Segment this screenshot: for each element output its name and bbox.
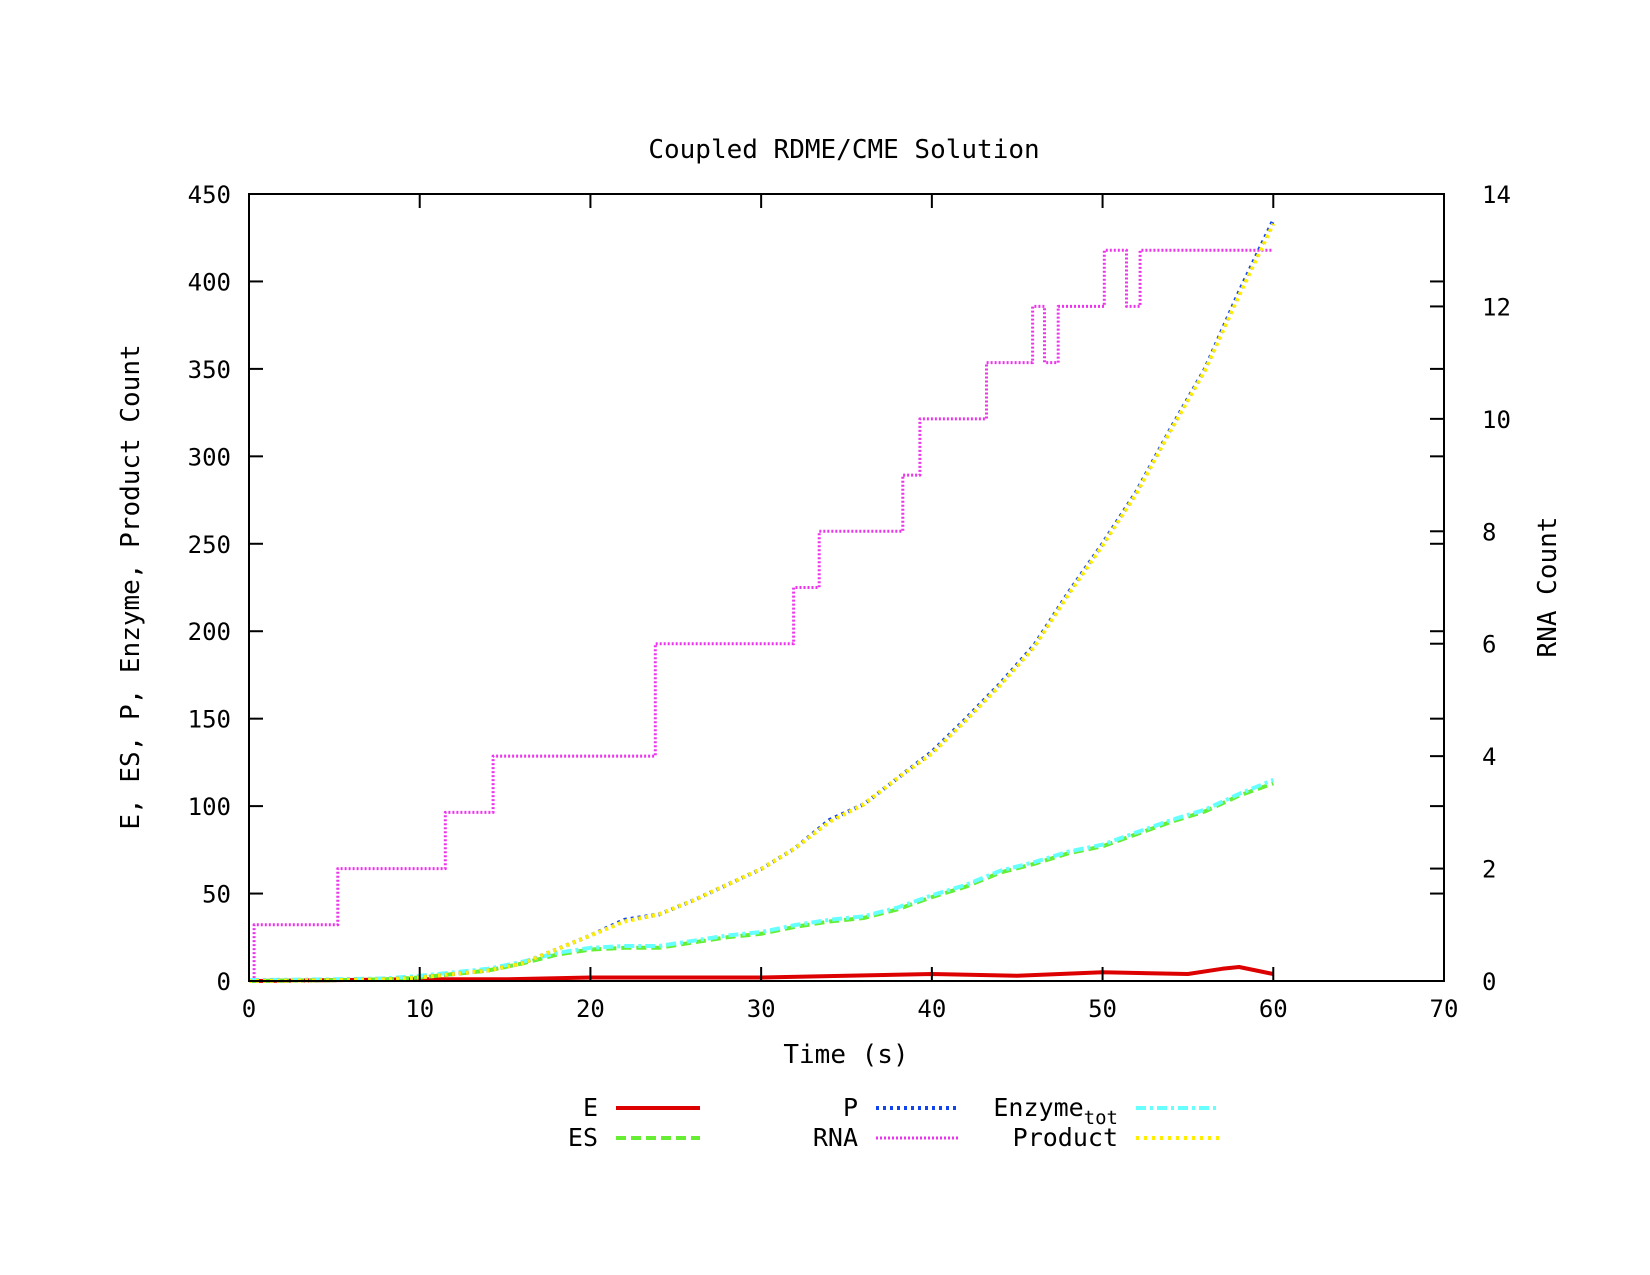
y2-tick-label: 0 — [1482, 968, 1496, 996]
series-line-enzyme-tot — [248, 778, 1275, 983]
x-tick-label: 20 — [576, 995, 605, 1023]
y2-tick-label: 2 — [1482, 856, 1496, 884]
chart-title: Coupled RDME/CME Solution — [648, 135, 1039, 165]
series-layer — [248, 219, 1276, 983]
y-tick-label: 400 — [188, 268, 231, 296]
series-line-e — [248, 965, 1274, 983]
legend: E ES P RNA Enzymetot Product — [568, 1093, 1220, 1152]
series-line-product — [248, 222, 1276, 983]
x-tick-label: 30 — [747, 995, 776, 1023]
y-tick-label: 450 — [188, 181, 231, 209]
y-tick-label: 200 — [188, 618, 231, 646]
legend-label-p: P — [843, 1093, 858, 1122]
y-tick-label: 350 — [188, 356, 231, 384]
y2-axis-label: RNA Count — [1533, 517, 1563, 658]
legend-label-es: ES — [568, 1123, 598, 1152]
x-tick-label: 50 — [1088, 995, 1117, 1023]
y2-tick-label: 8 — [1482, 518, 1496, 546]
x-axis-label: Time (s) — [783, 1040, 908, 1070]
y-tick-label: 150 — [188, 706, 231, 734]
ticks-layer: 0 10 20 30 40 50 60 700501001502002503003504004… — [188, 181, 1511, 1023]
x-tick-label: 70 — [1430, 995, 1459, 1023]
y-tick-label: 100 — [188, 793, 231, 821]
x-tick-label: 0 — [242, 995, 256, 1023]
legend-label-rna: RNA — [813, 1123, 858, 1152]
y2-tick-label: 14 — [1482, 181, 1511, 209]
y2-tick-label: 4 — [1482, 743, 1496, 771]
y-tick-label: 250 — [188, 531, 231, 559]
y2-tick-label: 12 — [1482, 293, 1511, 321]
legend-label-e: E — [583, 1093, 598, 1122]
legend-label-enzyme-base: Enzyme — [993, 1093, 1083, 1122]
x-tick-label: 40 — [917, 995, 946, 1023]
y-tick-label: 0 — [217, 968, 231, 996]
y-axis-label: E, ES, P, Enzyme, Product Count — [116, 344, 146, 829]
legend-label-product: Product — [1013, 1123, 1118, 1152]
y-tick-label: 50 — [202, 881, 231, 909]
y2-tick-label: 6 — [1482, 631, 1496, 659]
y2-tick-label: 10 — [1482, 406, 1511, 434]
legend-label-enzyme-tot: Enzymetot — [993, 1093, 1118, 1129]
series-line-rna — [249, 248, 1274, 983]
x-tick-label: 60 — [1259, 995, 1288, 1023]
x-tick-label: 10 — [405, 995, 434, 1023]
plot-frame — [248, 193, 1445, 982]
legend-label-enzyme-subscript: tot — [1084, 1107, 1118, 1129]
y-tick-label: 300 — [188, 443, 231, 471]
series-line-es — [248, 781, 1274, 983]
